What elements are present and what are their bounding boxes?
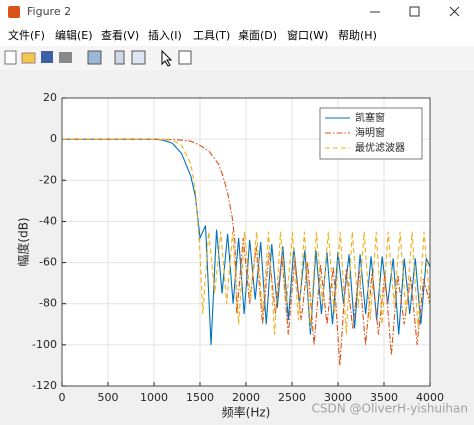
- x-tick-label: 500: [98, 391, 119, 404]
- x-tick-label: 3500: [370, 391, 398, 404]
- y-tick-label: -20: [39, 173, 57, 186]
- watermark: CSDN @OliverH-yishuihan: [312, 402, 469, 416]
- close-button[interactable]: [449, 6, 460, 17]
- legend-label: 最优滤波器: [355, 141, 405, 154]
- y-axis-label: 幅度(dB): [16, 217, 31, 266]
- new-icon[interactable]: [4, 50, 17, 65]
- menu-item[interactable]: 窗口(W): [287, 28, 328, 42]
- y-tick-label: -40: [39, 214, 57, 227]
- maximize-button[interactable]: [409, 6, 420, 17]
- open-icon[interactable]: [21, 52, 36, 64]
- menu-item[interactable]: 插入(I): [148, 28, 182, 42]
- menu-item[interactable]: 帮助(H): [338, 28, 377, 42]
- pointer-icon[interactable]: [161, 49, 173, 67]
- y-tick-label: 0: [50, 132, 57, 145]
- menu-item[interactable]: 编辑(E): [55, 28, 93, 42]
- menu-bar: [0, 24, 474, 46]
- x-tick-label: 1500: [186, 391, 214, 404]
- x-tick-label: 4000: [416, 391, 444, 404]
- toolbar: [0, 46, 474, 70]
- y-tick-label: -60: [39, 256, 57, 269]
- link-icon[interactable]: [87, 50, 102, 65]
- y-tick-label: -80: [39, 297, 57, 310]
- app-icon: [8, 6, 20, 18]
- menu-item[interactable]: 查看(V): [101, 28, 139, 42]
- axes: 0 500 1000 1500 2000 2500 3000 3500 4000 -120 -100…: [16, 91, 469, 420]
- series-line: [62, 138, 431, 335]
- y-tick-label: -100: [32, 338, 57, 351]
- menu-item[interactable]: 文件(F): [8, 28, 45, 42]
- x-tick-label: 3000: [324, 391, 352, 404]
- menu: 文件(F) 编辑(E) 查看(V) 插入(I) 工具(T) 桌面(D) 窗口(W) 帮助(H): [8, 28, 377, 42]
- y-tick-label: -120: [32, 379, 57, 392]
- x-tick-label: 2500: [278, 391, 306, 404]
- legend-icon[interactable]: [131, 50, 146, 65]
- save-icon[interactable]: [41, 51, 53, 63]
- inspector-icon[interactable]: [178, 50, 192, 65]
- title-bar: [0, 0, 474, 24]
- print-icon[interactable]: [59, 52, 72, 63]
- toolbar-icons: [4, 49, 192, 67]
- menu-item[interactable]: 工具(T): [193, 29, 230, 42]
- x-tick-label: 1000: [140, 391, 168, 404]
- legend-label: 凯塞窗: [355, 111, 385, 124]
- window-title: Figure 2: [27, 5, 71, 18]
- y-tick-label: 20: [43, 91, 57, 104]
- legend-label: 海明窗: [355, 126, 385, 139]
- series-line: [62, 138, 431, 366]
- x-tick-label: 0: [59, 391, 66, 404]
- x-tick-label: 2000: [232, 391, 260, 404]
- x-axis-label: 频率(Hz): [222, 405, 271, 420]
- colorbar-icon[interactable]: [114, 50, 125, 65]
- axes-box: [61, 97, 431, 387]
- menu-item[interactable]: 桌面(D): [238, 29, 277, 42]
